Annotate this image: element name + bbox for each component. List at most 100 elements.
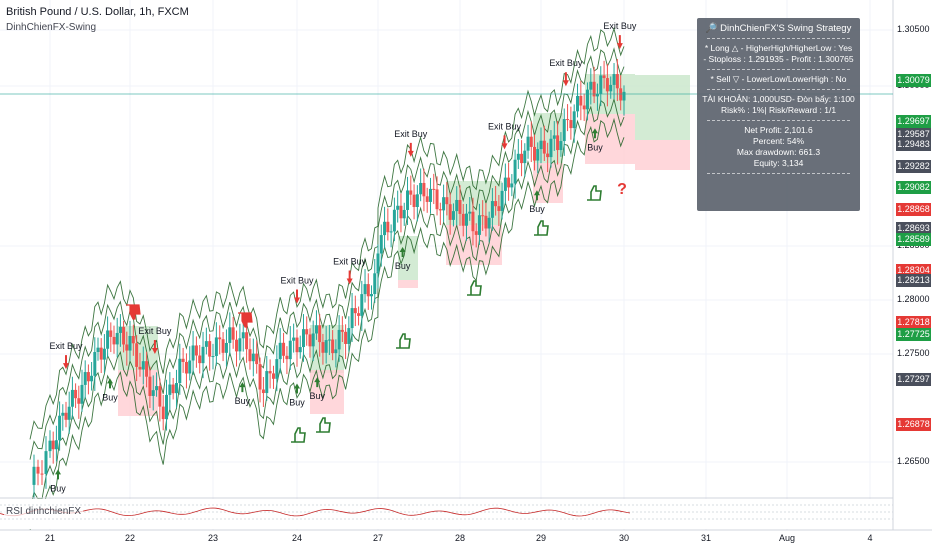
- buy-arrow-icon: [107, 378, 113, 389]
- candle-body: [208, 341, 212, 357]
- candle-body: [44, 451, 48, 474]
- exit-buy-signal-label: Exit Buy: [488, 121, 522, 131]
- rsi-indicator-label[interactable]: RSI dinhchienFX: [4, 506, 84, 517]
- exit-arrow-icon: [346, 270, 353, 285]
- candle-body: [204, 341, 208, 347]
- candle-body: [311, 333, 315, 347]
- short-zone: [635, 140, 690, 170]
- sell-line: * Sell ▽ - LowerLow/LowerHigh : No: [710, 74, 847, 84]
- exit-arrow-icon: [151, 339, 158, 354]
- price-tick-label: 1.26500: [897, 456, 930, 466]
- date-tick-label: 23: [207, 533, 219, 543]
- candle-body: [93, 352, 97, 376]
- candle-body: [582, 105, 586, 110]
- candle-body: [552, 135, 556, 139]
- candle-body: [474, 231, 478, 235]
- candle-body: [592, 81, 596, 97]
- candle-body: [579, 95, 583, 106]
- candle-body: [451, 211, 455, 220]
- candle-body: [90, 375, 94, 382]
- date-tick-label: 24: [291, 533, 303, 543]
- candle-body: [516, 153, 520, 160]
- candle-body: [559, 141, 563, 151]
- price-tick-label: 1.30500: [897, 24, 930, 34]
- candle-body: [198, 355, 202, 364]
- candle-body: [432, 188, 436, 190]
- exit-arrow-icon: [407, 142, 414, 157]
- long-line: * Long △ - HigherHigh/HigherLow : Yes: [704, 43, 853, 53]
- price-marker-label: 1.28213: [896, 274, 931, 287]
- candle-body: [576, 95, 580, 112]
- divider: [707, 69, 850, 70]
- candle-body: [278, 342, 282, 360]
- candle-body: [500, 190, 504, 211]
- buy-arrow-icon: [314, 377, 321, 388]
- candle-body: [70, 389, 74, 407]
- candle-body: [425, 196, 429, 202]
- price-tick-label: 1.27500: [897, 348, 930, 358]
- candle-body: [363, 284, 367, 295]
- strategy-info-box: 🔎 DinhChienFX'S Swing Strategy * Long △ …: [697, 18, 860, 211]
- candle-body: [96, 347, 100, 353]
- price-marker-label: 1.29587: [896, 128, 931, 141]
- candle-body: [258, 364, 262, 390]
- candle-body: [265, 371, 269, 394]
- candle-body: [412, 194, 416, 208]
- candle-body: [386, 221, 390, 233]
- short-zone: [585, 114, 635, 164]
- candle-body: [487, 217, 491, 229]
- candle-body: [340, 329, 344, 332]
- candle-body: [513, 159, 517, 184]
- chart-symbol-title[interactable]: British Pound / U.S. Dollar, 1h, FXCM: [6, 6, 189, 18]
- candle-body: [334, 349, 338, 354]
- candle-body: [148, 376, 152, 396]
- candle-body: [58, 415, 62, 441]
- candle-body: [406, 190, 410, 210]
- price-marker-label: 1.27818: [896, 316, 931, 329]
- candle-body: [51, 440, 55, 450]
- thumbs-up-icon: [534, 220, 549, 236]
- candle-body: [383, 221, 387, 236]
- date-tick-label: Aug: [778, 533, 796, 543]
- candle-body: [595, 93, 599, 97]
- buy-signal-label: Buy: [235, 396, 251, 406]
- candle-body: [438, 209, 442, 211]
- candle-body: [178, 358, 182, 384]
- candle-body: [366, 284, 370, 297]
- percent-line: Percent: 54%: [752, 136, 805, 146]
- candle-body: [135, 343, 139, 367]
- candle-body: [415, 194, 419, 208]
- indicator-label[interactable]: DinhChienFX-Swing: [6, 22, 97, 33]
- rsi-background: [0, 499, 893, 529]
- candle-body: [494, 201, 498, 207]
- candle-body: [224, 342, 228, 353]
- candle-body: [261, 389, 265, 394]
- candle-body: [32, 466, 36, 485]
- date-tick-label: 21: [44, 533, 56, 543]
- candle-body: [471, 211, 475, 232]
- candle-body: [112, 336, 116, 345]
- candle-body: [539, 140, 543, 150]
- exit-buy-signal-label: Exit Buy: [549, 58, 583, 68]
- candle-body: [327, 339, 331, 341]
- candle-body: [357, 313, 361, 316]
- candle-body: [251, 353, 255, 362]
- candle-body: [36, 466, 40, 474]
- candle-body: [292, 337, 296, 341]
- buy-arrow-icon: [294, 383, 300, 394]
- candle-body: [442, 197, 446, 211]
- short-zone: [398, 280, 418, 288]
- candle-body: [396, 205, 400, 210]
- exit-arrow-icon: [63, 355, 69, 370]
- channel-band-line: [29, 97, 625, 511]
- candle-body: [115, 332, 119, 345]
- exit-buy-signal-label: Exit Buy: [333, 256, 367, 266]
- candle-body: [533, 146, 537, 161]
- price-marker-label: 1.26878: [896, 418, 931, 431]
- divider: [707, 89, 850, 90]
- candle-body: [622, 91, 626, 101]
- candle-body: [298, 347, 302, 353]
- candle-body: [464, 213, 468, 226]
- candle-body: [168, 384, 172, 395]
